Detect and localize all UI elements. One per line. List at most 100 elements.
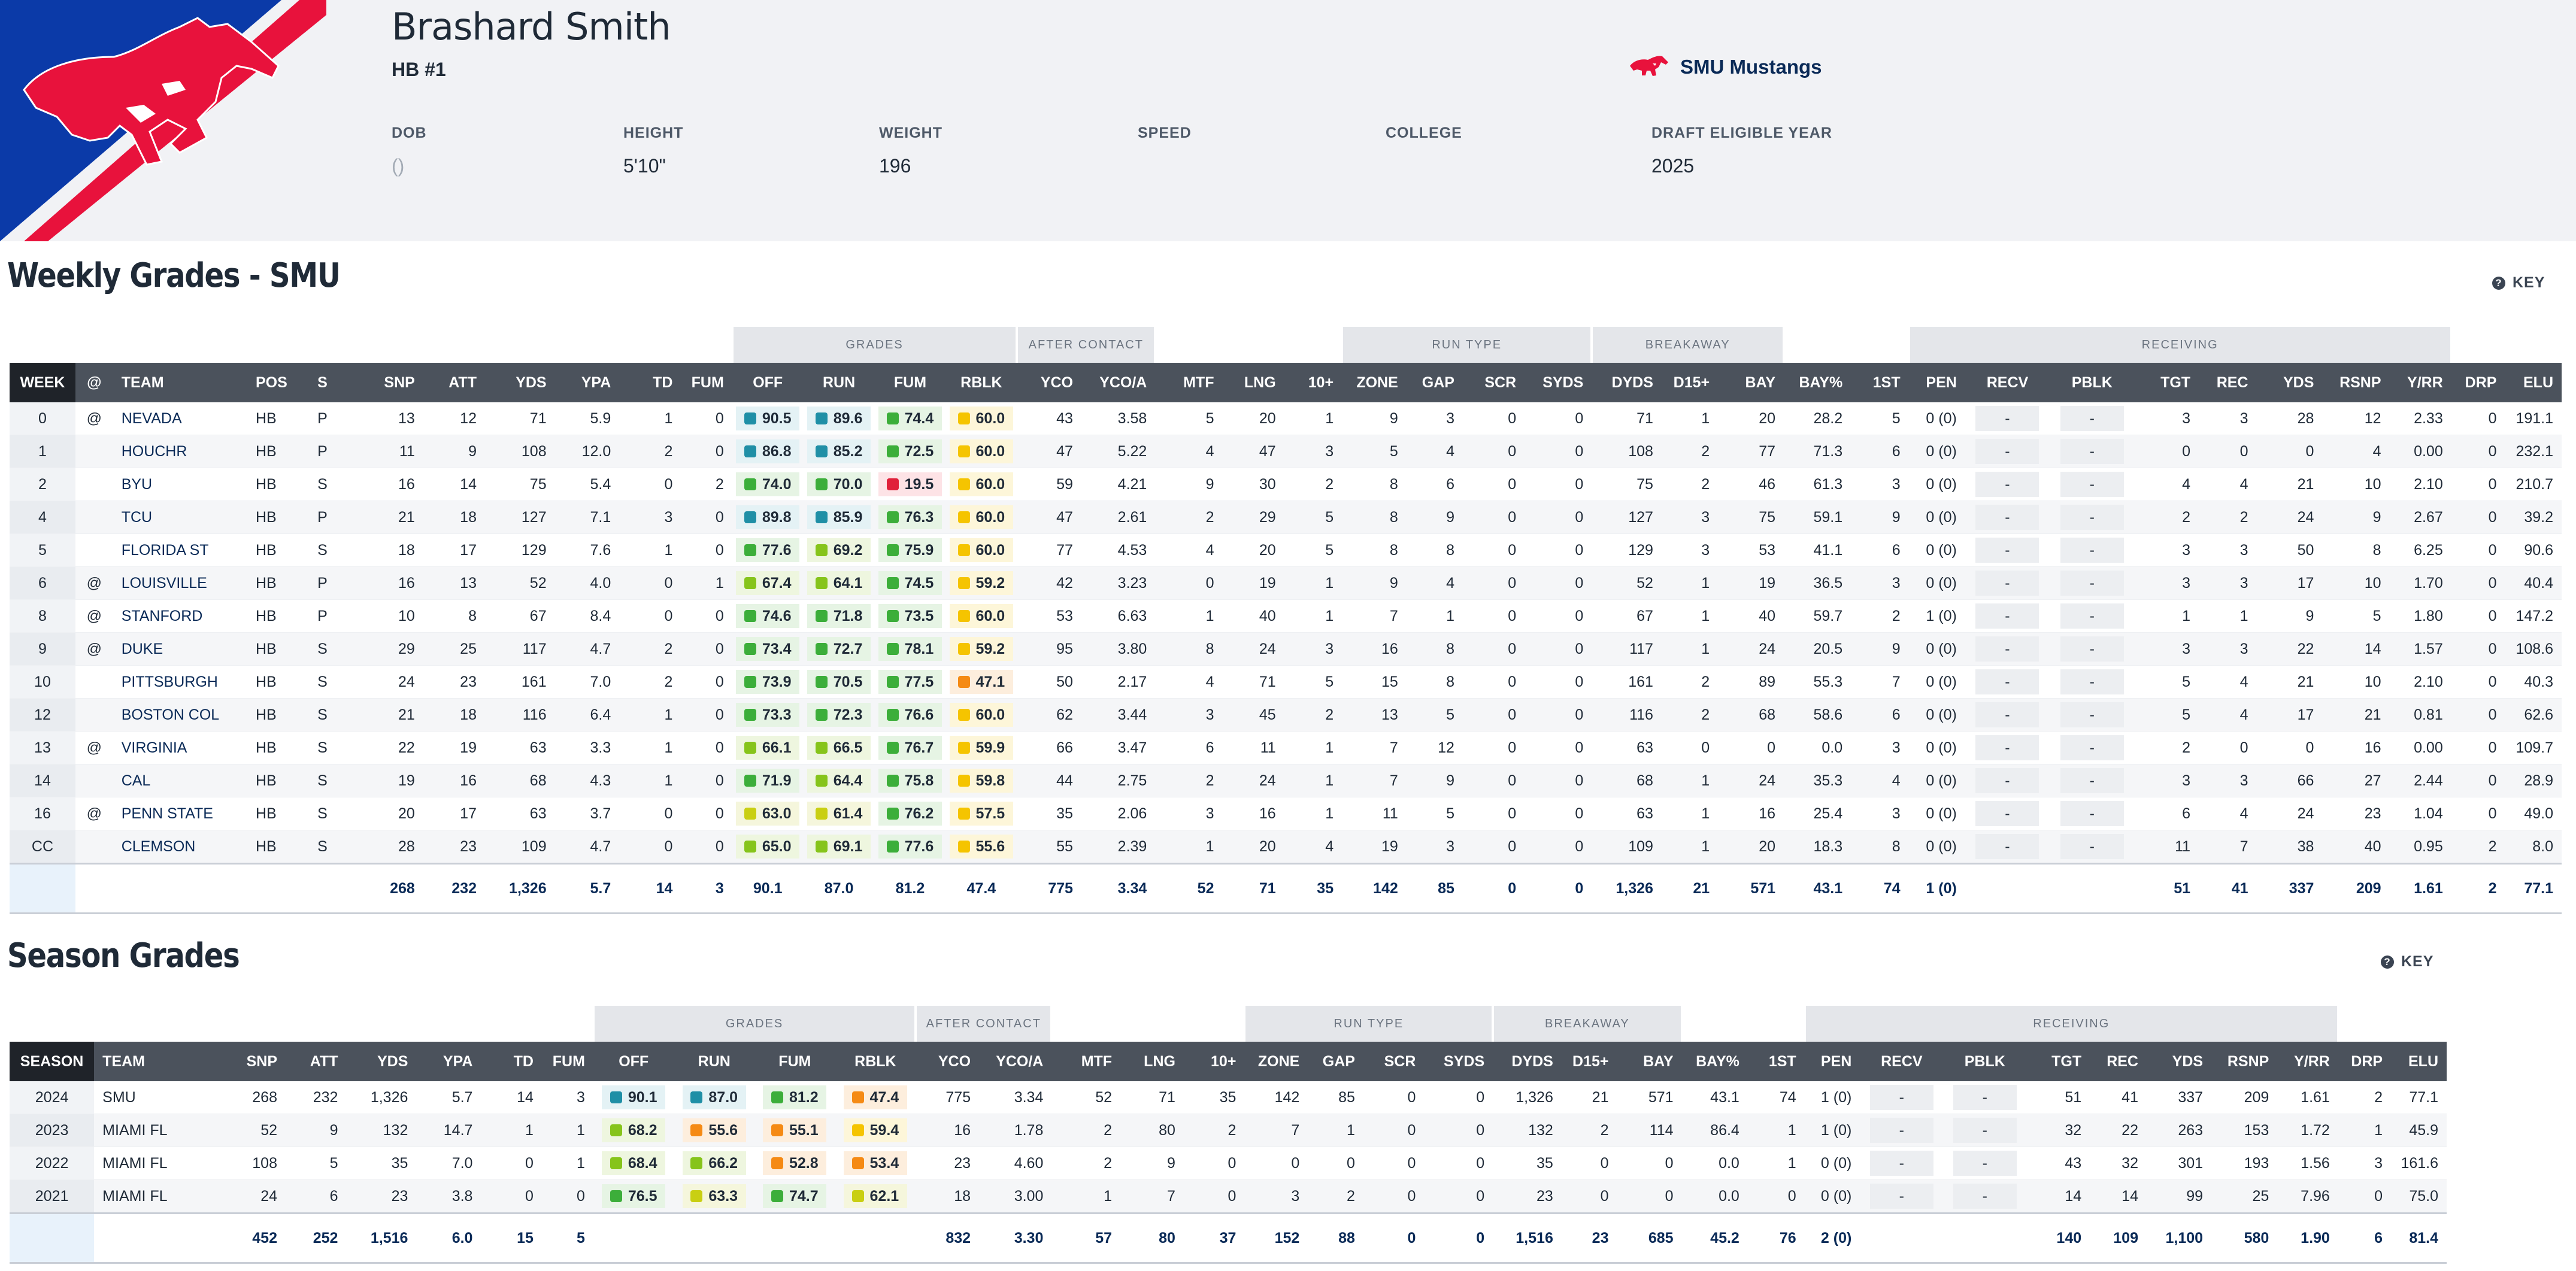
column-header-week[interactable]: WEEK (10, 363, 75, 402)
opponent-link[interactable]: PITTSBURGH (113, 665, 247, 699)
column-header-yco[interactable]: YCO (1017, 363, 1081, 402)
opponent-link[interactable]: VIRGINIA (113, 731, 247, 765)
opponent-link[interactable]: LOUISVILLE (113, 566, 247, 600)
column-header-rsnp[interactable]: RSNP (2322, 363, 2390, 402)
opponent-link[interactable]: CLEMSON (113, 830, 247, 864)
column-header-s[interactable]: S (309, 363, 356, 402)
column-header-td[interactable]: TD (619, 363, 681, 402)
opponent-link[interactable]: TCU (113, 500, 247, 534)
column-header-dyds[interactable]: DYDS (1592, 363, 1662, 402)
column-header-bay[interactable]: BAY (1617, 1042, 1682, 1081)
opponent-link[interactable]: FLORIDA ST (113, 533, 247, 567)
column-header-scr[interactable]: SCR (1462, 363, 1525, 402)
table-row[interactable]: 2023 MIAMI FL 52 9 132 14.7 1 1 68.2 55.6 55.1 59.4… (10, 1114, 2447, 1147)
column-header-elu[interactable]: ELU (2505, 363, 2562, 402)
column-header-fum[interactable]: FUM (874, 363, 946, 402)
table-row[interactable]: 4 TCU HB P 21 18 127 7.1 3 0 89.8 85.9 76.3 60.0 47 2.6… (10, 500, 2562, 534)
column-header-team[interactable]: TEAM (113, 363, 247, 402)
table-row[interactable]: 5 FLORIDA ST HB S 18 17 129 7.6 1 0 77.6 69.2 75.9 60… (10, 533, 2562, 567)
column-header-lng[interactable]: LNG (1120, 1042, 1184, 1081)
table-row[interactable]: 10 PITTSBURGH HB S 24 23 161 7.0 2 0 73.9 70.5 77.5 4… (10, 665, 2562, 699)
column-header-zone[interactable]: ZONE (1244, 1042, 1308, 1081)
column-header-yds[interactable]: YDS (2146, 1042, 2212, 1081)
column-header-ypa[interactable]: YPA (554, 363, 620, 402)
column-header-scr[interactable]: SCR (1363, 1042, 1425, 1081)
column-header-pos[interactable]: POS (247, 363, 310, 402)
column-header-10-[interactable]: 10+ (1284, 363, 1342, 402)
column-header-lng[interactable]: LNG (1222, 363, 1284, 402)
column-header-rblk[interactable]: RBLK (945, 363, 1017, 402)
column-header-tgt[interactable]: TGT (2134, 363, 2199, 402)
column-header-syds[interactable]: SYDS (1424, 1042, 1493, 1081)
table-row[interactable]: 6 @ LOUISVILLE HB P 16 13 52 4.0 0 1 67.4 64.1 74.5 59… (10, 566, 2562, 600)
column-header-yds[interactable]: YDS (484, 363, 555, 402)
column-header-pen[interactable]: PEN (1908, 363, 1965, 402)
column-header-rblk[interactable]: RBLK (835, 1042, 916, 1081)
column-header-season[interactable]: SEASON (10, 1042, 95, 1081)
opponent-link[interactable]: BYU (113, 468, 247, 501)
column-header-d15-[interactable]: D15+ (1661, 363, 1719, 402)
column-header-fum[interactable]: FUM (754, 1042, 835, 1081)
column-header-bay-[interactable]: BAY% (1681, 1042, 1748, 1081)
column-header-team[interactable]: TEAM (94, 1042, 220, 1081)
table-row[interactable]: 16 @ PENN STATE HB S 20 17 63 3.7 0 0 63.0 61.4 76.2 5… (10, 797, 2562, 830)
column-header-snp[interactable]: SNP (356, 363, 423, 402)
column-header-recv[interactable]: RECV (1965, 363, 2050, 402)
column-header-10-[interactable]: 10+ (1183, 1042, 1245, 1081)
column-header-yco-a[interactable]: YCO/A (1081, 363, 1156, 402)
column-header-fum[interactable]: FUM (681, 363, 732, 402)
column-header-mtf[interactable]: MTF (1155, 363, 1223, 402)
column-header-syds[interactable]: SYDS (1525, 363, 1592, 402)
table-row[interactable]: 9 @ DUKE HB S 29 25 117 4.7 2 0 73.4 72.7 78.1 59.2 95 3… (10, 632, 2562, 666)
opponent-link[interactable]: HOUCHR (113, 435, 247, 468)
column-header-yco[interactable]: YCO (916, 1042, 980, 1081)
opponent-link[interactable]: STANFORD (113, 599, 247, 633)
column-header-rsnp[interactable]: RSNP (2211, 1042, 2278, 1081)
column-header-pen[interactable]: PEN (1804, 1042, 1860, 1081)
table-row[interactable]: 13 @ VIRGINIA HB S 22 19 63 3.3 1 0 66.1 66.5 76.7 59.… (10, 731, 2562, 765)
opponent-link[interactable]: DUKE (113, 632, 247, 666)
table-row[interactable]: 12 BOSTON COL HB S 21 18 116 6.4 1 0 73.3 72.3 76.6 6… (10, 698, 2562, 732)
column-header-gap[interactable]: GAP (1406, 363, 1463, 402)
column-header-ypa[interactable]: YPA (416, 1042, 481, 1081)
column-header-1st[interactable]: 1ST (1747, 1042, 1805, 1081)
column-header-zone[interactable]: ZONE (1342, 363, 1407, 402)
table-row[interactable]: 1 HOUCHR HB P 11 9 108 12.0 2 0 86.8 85.2 72.5 60.0 47… (10, 435, 2562, 468)
column-header-dyds[interactable]: DYDS (1493, 1042, 1562, 1081)
season-key-button[interactable]: ? KEY (2381, 953, 2433, 970)
opponent-link[interactable]: BOSTON COL (113, 698, 247, 732)
column-header-tgt[interactable]: TGT (2026, 1042, 2090, 1081)
team-link[interactable]: SMU Mustangs (1629, 55, 1822, 79)
table-row[interactable]: 0 @ NEVADA HB P 13 12 71 5.9 1 0 90.5 89.6 74.4 60.0 43… (10, 402, 2562, 435)
opponent-link[interactable]: PENN STATE (113, 797, 247, 830)
opponent-link[interactable]: NEVADA (113, 402, 247, 435)
column-header-gap[interactable]: GAP (1308, 1042, 1363, 1081)
column-header-bay[interactable]: BAY (1718, 363, 1784, 402)
table-row[interactable]: 2024 SMU 268 232 1,326 5.7 14 3 90.1 87.0 81.2 47.4… (10, 1081, 2447, 1114)
column-header-drp[interactable]: DRP (2451, 363, 2505, 402)
column-header-rec[interactable]: REC (2199, 363, 2257, 402)
column-header-rec[interactable]: REC (2090, 1042, 2147, 1081)
column-header-run[interactable]: RUN (674, 1042, 755, 1081)
column-header-bay-[interactable]: BAY% (1784, 363, 1851, 402)
column-header-td[interactable]: TD (481, 1042, 542, 1081)
column-header-off[interactable]: OFF (732, 363, 804, 402)
table-row[interactable]: 8 @ STANFORD HB P 10 8 67 8.4 0 0 74.6 71.8 73.5 60.0 5… (10, 599, 2562, 633)
column-header-yds[interactable]: YDS (2256, 363, 2323, 402)
table-row[interactable]: 14 CAL HB S 19 16 68 4.3 1 0 71.9 64.4 75.8 59.8 44 2.7… (10, 764, 2562, 797)
opponent-link[interactable]: CAL (113, 764, 247, 797)
column-header-yco-a[interactable]: YCO/A (979, 1042, 1052, 1081)
column-header-mtf[interactable]: MTF (1051, 1042, 1121, 1081)
table-row[interactable]: 2022 MIAMI FL 108 5 35 7.0 0 1 68.4 66.2 52.8 53.4 2… (10, 1146, 2447, 1180)
column-header-att[interactable]: ATT (286, 1042, 347, 1081)
table-row[interactable]: 2 BYU HB S 16 14 75 5.4 0 2 74.0 70.0 19.5 60.0 59 4.21… (10, 468, 2562, 501)
column-header-pblk[interactable]: PBLK (2050, 363, 2135, 402)
column-header-pblk[interactable]: PBLK (1943, 1042, 2027, 1081)
column-header-recv[interactable]: RECV (1860, 1042, 1944, 1081)
table-row[interactable]: 2021 MIAMI FL 24 6 23 3.8 0 0 76.5 63.3 74.7 62.1 18… (10, 1179, 2447, 1214)
column-header-run[interactable]: RUN (803, 363, 875, 402)
column-header-yds[interactable]: YDS (346, 1042, 417, 1081)
column-header--[interactable]: @ (75, 363, 113, 402)
column-header-1st[interactable]: 1ST (1851, 363, 1909, 402)
column-header-off[interactable]: OFF (593, 1042, 674, 1081)
